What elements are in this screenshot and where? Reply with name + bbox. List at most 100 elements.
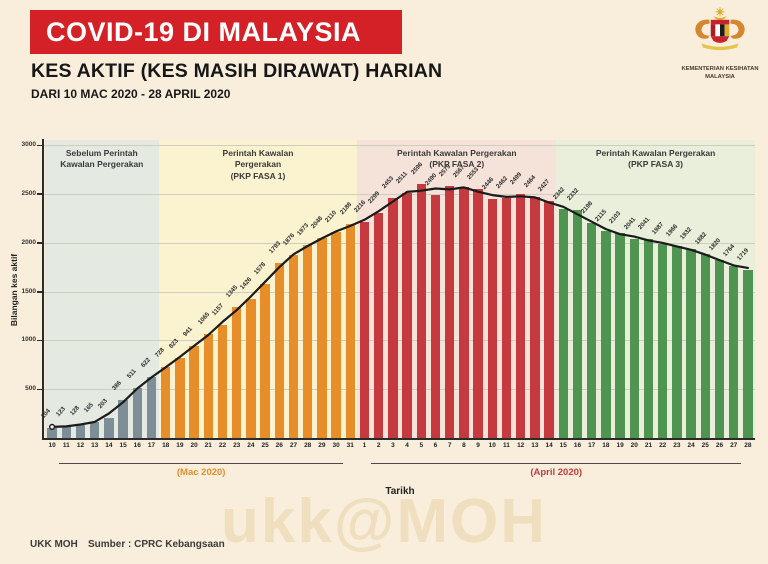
bar <box>714 260 725 438</box>
bar <box>302 245 313 438</box>
bar <box>473 188 483 438</box>
bar <box>118 400 128 438</box>
x-tick-label: 5 <box>419 442 424 449</box>
bar <box>629 238 640 438</box>
title-banner: COVID-19 DI MALAYSIA <box>30 10 402 54</box>
bar <box>359 221 370 438</box>
x-tick-label: 15 <box>559 442 567 449</box>
x-tick-label: 30 <box>332 442 340 449</box>
x-tick-label: 26 <box>275 442 283 449</box>
y-tick-label: 3000 <box>21 141 36 148</box>
bar <box>89 421 100 438</box>
x-tick-label: 14 <box>545 442 553 449</box>
x-tick-label: 10 <box>488 442 496 449</box>
bar <box>728 265 739 438</box>
x-tick-label: 17 <box>147 442 156 449</box>
bar <box>203 333 214 438</box>
bar <box>61 425 72 438</box>
bar <box>231 306 242 438</box>
x-tick-label: 20 <box>190 442 198 449</box>
bar <box>75 425 86 438</box>
x-tick-label: 25 <box>261 442 269 449</box>
x-tick-label: 31 <box>346 442 354 449</box>
x-tick-label: 10 <box>48 442 56 449</box>
ministry-name: KEMENTERIAN KESIHATAN MALAYSIA <box>681 66 759 80</box>
x-axis-line <box>41 437 755 440</box>
bar <box>189 346 199 438</box>
bar <box>444 186 455 438</box>
bar <box>331 231 341 438</box>
bar <box>586 223 597 438</box>
x-tick-label: 19 <box>176 442 184 449</box>
bar <box>601 231 611 438</box>
x-tick-label: 22 <box>218 442 227 449</box>
x-tick-label: 23 <box>233 442 241 449</box>
x-tick-label: 13 <box>531 442 539 449</box>
x-tick-label: 28 <box>744 442 752 449</box>
x-tick-label: 11 <box>503 442 510 449</box>
bar <box>558 209 569 438</box>
y-tick-mark <box>37 291 42 293</box>
bar <box>487 199 498 438</box>
bar <box>416 184 427 438</box>
bar <box>402 192 412 438</box>
y-axis-line <box>41 139 44 440</box>
watermark: ukk@MOH <box>221 487 547 556</box>
y-tick-mark <box>37 144 42 146</box>
x-tick-label: 19 <box>616 442 624 449</box>
x-tick-label: 25 <box>701 442 709 449</box>
bar <box>643 238 654 438</box>
phase-title: Perintah Kawalan Pergerakan (PKP FASA 2) <box>367 148 547 171</box>
x-tick-label: 6 <box>433 442 438 449</box>
x-tick-label: 11 <box>62 442 70 449</box>
phase-title: Sebelum Perintah Kawalan Pergerakan <box>60 148 144 170</box>
x-tick-label: 12 <box>76 442 85 449</box>
y-axis-label: Bilangan kes aktif <box>9 253 19 327</box>
bar <box>345 224 356 438</box>
y-gridline <box>44 145 755 146</box>
bar <box>430 194 441 438</box>
phase-subtitle: (PKP FASA 2) <box>429 159 485 170</box>
y-tick-label: 2000 <box>21 238 36 246</box>
x-tick-label: 27 <box>289 442 298 449</box>
bar <box>501 197 512 438</box>
footer-ukk-moh: UKK MOH <box>30 539 78 550</box>
x-tick-label: 14 <box>105 442 113 449</box>
bar <box>672 245 682 438</box>
ministry-logo: KEMENTERIAN KESIHATAN MALAYSIA <box>676 6 764 82</box>
bar <box>217 324 228 438</box>
bar <box>175 357 185 438</box>
x-tick-label: 21 <box>204 442 212 449</box>
bar <box>388 198 398 438</box>
bar <box>700 254 711 438</box>
bar <box>260 283 270 438</box>
x-tick-label: 12 <box>517 442 525 449</box>
bar <box>373 213 384 438</box>
y-gridline <box>44 193 755 195</box>
x-tick-label: 29 <box>318 442 326 449</box>
banner-title: COVID-19 DI MALAYSIA <box>46 16 362 47</box>
x-tick-label: 28 <box>304 442 312 449</box>
bar <box>743 270 753 438</box>
y-tick-label: 2500 <box>21 189 36 197</box>
phase-title: Perintah Kawalan Pergerakan (PKP FASA 3) <box>566 148 746 171</box>
x-tick-label: 23 <box>673 442 681 449</box>
x-tick-label: 13 <box>91 442 99 449</box>
x-tick-label: 22 <box>659 442 667 449</box>
bar <box>160 366 171 438</box>
bar <box>274 262 285 438</box>
date-range: DARI 10 MAC 2020 - 28 APRIL 2020 <box>31 87 231 101</box>
y-tick-mark <box>37 388 42 391</box>
phase-subtitle: (PKP FASA 3) <box>628 159 683 170</box>
x-tick-label: 26 <box>715 442 724 449</box>
bar <box>317 237 327 438</box>
month-bracket-line <box>371 463 741 464</box>
x-tick-label: 8 <box>462 442 466 449</box>
bar <box>132 388 143 438</box>
x-tick-label: 16 <box>573 442 582 449</box>
bar <box>530 197 540 438</box>
y-tick-label: 500 <box>25 385 36 393</box>
phase-subtitle: (PKP FASA 1) <box>230 170 286 181</box>
bar <box>615 232 625 438</box>
